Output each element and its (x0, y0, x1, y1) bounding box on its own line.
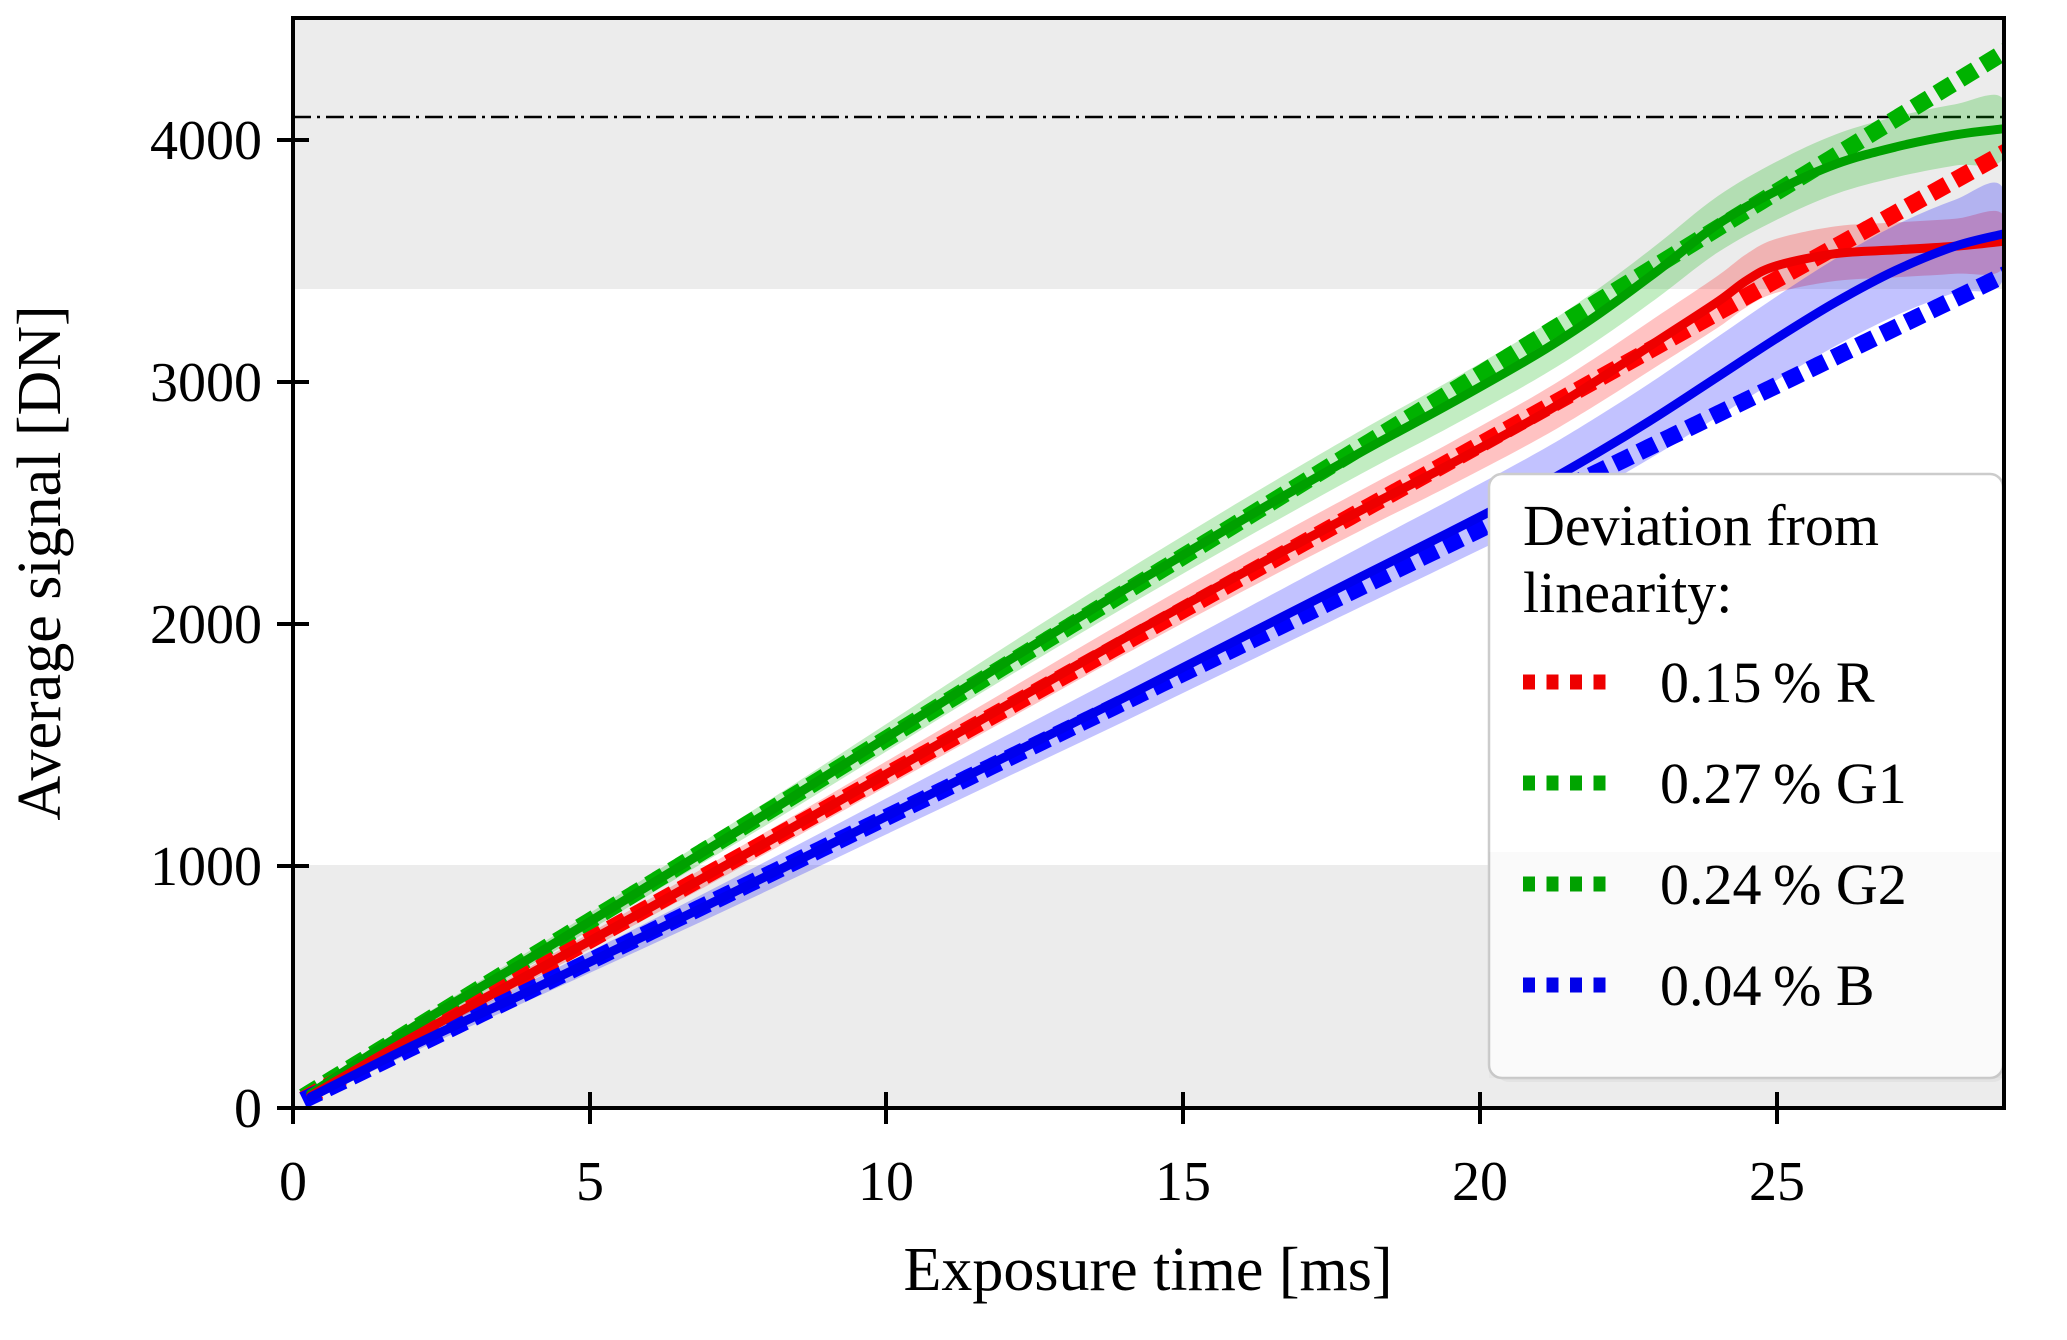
svg-text:20: 20 (1452, 1151, 1508, 1213)
svg-text:3000: 3000 (150, 352, 262, 414)
svg-text:0.15 % R: 0.15 % R (1660, 650, 1875, 715)
svg-text:25: 25 (1749, 1151, 1805, 1213)
svg-text:2000: 2000 (150, 594, 262, 656)
svg-text:0: 0 (234, 1078, 262, 1140)
svg-text:Deviation from: Deviation from (1523, 493, 1879, 558)
svg-text:0.27 % G1: 0.27 % G1 (1660, 751, 1907, 816)
svg-text:Average signal [DN]: Average signal [DN] (6, 305, 74, 820)
svg-text:15: 15 (1155, 1151, 1211, 1213)
svg-text:1000: 1000 (150, 836, 262, 898)
svg-text:Exposure time [ms]: Exposure time [ms] (903, 1236, 1392, 1304)
svg-text:4000: 4000 (150, 110, 262, 172)
svg-text:5: 5 (576, 1151, 604, 1213)
svg-text:linearity:: linearity: (1523, 560, 1732, 625)
svg-text:10: 10 (858, 1151, 914, 1213)
svg-text:0: 0 (279, 1151, 307, 1213)
